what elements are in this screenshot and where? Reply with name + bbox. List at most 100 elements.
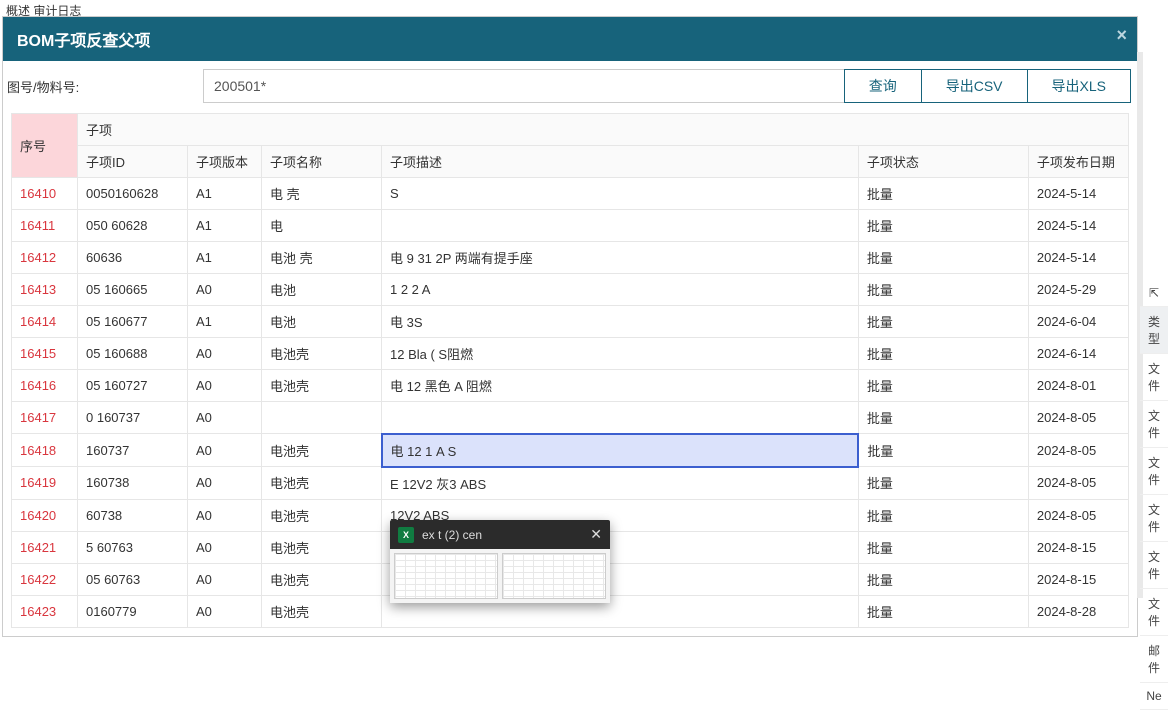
right-strip-item[interactable]: 文件: [1140, 401, 1168, 448]
query-button[interactable]: 查询: [844, 69, 922, 103]
cell-state: 批量: [858, 274, 1028, 306]
cell-desc: S: [382, 178, 859, 210]
cell-ver: A1: [188, 210, 262, 242]
cell-id: 05 160688: [78, 338, 188, 370]
cell-desc: 电 9 31 2P 两端有提手座: [382, 242, 859, 274]
cell-seq: 16423: [12, 595, 78, 627]
cell-seq: 16417: [12, 402, 78, 434]
cell-state: 批量: [858, 563, 1028, 595]
right-strip-item[interactable]: 文件: [1140, 354, 1168, 401]
cell-name: 电池壳: [262, 434, 382, 467]
col-child-name[interactable]: 子项名称: [262, 146, 382, 178]
cell-desc: E 12V2 灰3 ABS: [382, 467, 859, 500]
cell-desc: 12 Bla ( S阻燃: [382, 338, 859, 370]
cell-seq: 16412: [12, 242, 78, 274]
cell-state: 批量: [858, 434, 1028, 467]
cell-desc[interactable]: 电 12 1 A S: [382, 434, 859, 467]
cell-date: 2024-8-05: [1028, 402, 1128, 434]
right-strip-item[interactable]: 邮件: [1140, 636, 1168, 683]
table-row[interactable]: 16416 05 160727A0电池壳电 12 黑色 A 阻燃批量2024-8…: [12, 370, 1129, 402]
col-child-desc[interactable]: 子项描述: [382, 146, 859, 178]
cell-ver: A0: [188, 531, 262, 563]
cell-state: 批量: [858, 178, 1028, 210]
cell-seq: 16415: [12, 338, 78, 370]
col-child-id[interactable]: 子项ID: [78, 146, 188, 178]
cell-state: 批量: [858, 370, 1028, 402]
cell-id: 05 160727: [78, 370, 188, 402]
cell-state: 批量: [858, 306, 1028, 338]
cell-ver: A1: [188, 178, 262, 210]
table-row[interactable]: 16415 05 160688A0电池壳 12 Bla ( S阻燃批量2024-…: [12, 338, 1129, 370]
cell-state: 批量: [858, 595, 1028, 627]
cell-id: 050 60628: [78, 210, 188, 242]
excel-close-icon[interactable]: ✕: [590, 526, 602, 543]
right-strip-item[interactable]: 文件: [1140, 495, 1168, 542]
cell-id: 05 160665: [78, 274, 188, 306]
cell-ver: A0: [188, 499, 262, 531]
export-csv-button[interactable]: 导出CSV: [921, 69, 1028, 103]
cell-seq: 16419: [12, 467, 78, 500]
cell-seq: 16416: [12, 370, 78, 402]
close-icon[interactable]: ×: [1116, 25, 1127, 46]
col-group-child[interactable]: 子项: [78, 114, 1129, 146]
col-child-ver[interactable]: 子项版本: [188, 146, 262, 178]
cell-id: 160738: [78, 467, 188, 500]
cell-date: 2024-5-14: [1028, 210, 1128, 242]
excel-thumb[interactable]: [502, 553, 606, 599]
cell-id: 0050160628: [78, 178, 188, 210]
cell-ver: A0: [188, 563, 262, 595]
right-strip-item[interactable]: 类型: [1140, 307, 1168, 354]
cell-date: 2024-8-05: [1028, 434, 1128, 467]
cell-state: 批量: [858, 338, 1028, 370]
cell-date: 2024-8-15: [1028, 531, 1128, 563]
cell-state: 批量: [858, 467, 1028, 500]
cell-date: 2024-8-05: [1028, 499, 1128, 531]
cell-name: [262, 402, 382, 434]
table-row[interactable]: 164100050160628A1电 壳 S批量2024-5-14: [12, 178, 1129, 210]
table-row[interactable]: 16413 05 160665A0电池 1 2 2 A批量2024-5-29: [12, 274, 1129, 306]
excel-thumb[interactable]: [394, 553, 498, 599]
right-strip-item[interactable]: Ne: [1140, 683, 1168, 710]
cell-date: 2024-8-28: [1028, 595, 1128, 627]
right-strip-item[interactable]: 文件: [1140, 589, 1168, 636]
cell-desc: 1 2 2 A: [382, 274, 859, 306]
right-strip-item[interactable]: 文件: [1140, 542, 1168, 589]
table-row[interactable]: 16412 60636A1电池 壳电 9 31 2P 两端有提手座批量2024-…: [12, 242, 1129, 274]
cell-ver: A0: [188, 338, 262, 370]
table-row[interactable]: 16414 05 160677A1电池 电 3S 批量2024-6-04: [12, 306, 1129, 338]
cell-desc: 电 3S: [382, 306, 859, 338]
table-row[interactable]: 16411 050 60628A1电 批量2024-5-14: [12, 210, 1129, 242]
cell-seq: 16414: [12, 306, 78, 338]
export-xls-button[interactable]: 导出XLS: [1027, 69, 1131, 103]
cell-state: 批量: [858, 531, 1028, 563]
cell-seq: 16411: [12, 210, 78, 242]
col-seq[interactable]: 序号: [12, 114, 78, 178]
cell-desc: [382, 402, 859, 434]
table-row[interactable]: 16419 160738A0电池壳E 12V2 灰3 ABS批量2024-8-0…: [12, 467, 1129, 500]
cell-name: 电池壳: [262, 499, 382, 531]
cell-id: 05 160677: [78, 306, 188, 338]
right-strip-item[interactable]: 文件: [1140, 448, 1168, 495]
cell-name: 电池 壳: [262, 242, 382, 274]
excel-preview-popup[interactable]: X ex t (2) cen ✕: [390, 520, 610, 603]
cell-ver: A1: [188, 306, 262, 338]
material-number-input[interactable]: [203, 69, 845, 103]
cell-seq: 16422: [12, 563, 78, 595]
dialog-title: BOM子项反查父项: [17, 33, 150, 50]
search-row: 图号/物料号: 查询 导出CSV 导出XLS: [3, 61, 1137, 113]
cell-name: 电池: [262, 274, 382, 306]
cell-ver: A0: [188, 434, 262, 467]
table-row[interactable]: 16417 0 160737A0 批量2024-8-05: [12, 402, 1129, 434]
cell-seq: 16410: [12, 178, 78, 210]
table-row[interactable]: 16418 160737A0电池壳电 12 1 A S批量2024-8-05: [12, 434, 1129, 467]
cell-name: 电 壳: [262, 178, 382, 210]
cell-date: 2024-5-29: [1028, 274, 1128, 306]
cell-ver: A0: [188, 595, 262, 627]
col-child-state[interactable]: 子项状态: [858, 146, 1028, 178]
cell-seq: 16420: [12, 499, 78, 531]
cell-date: 2024-6-04: [1028, 306, 1128, 338]
col-child-date[interactable]: 子项发布日期: [1028, 146, 1128, 178]
right-strip-item[interactable]: ⇱: [1140, 280, 1168, 307]
cell-id: 05 60763: [78, 563, 188, 595]
search-label: 图号/物料号:: [3, 77, 203, 96]
